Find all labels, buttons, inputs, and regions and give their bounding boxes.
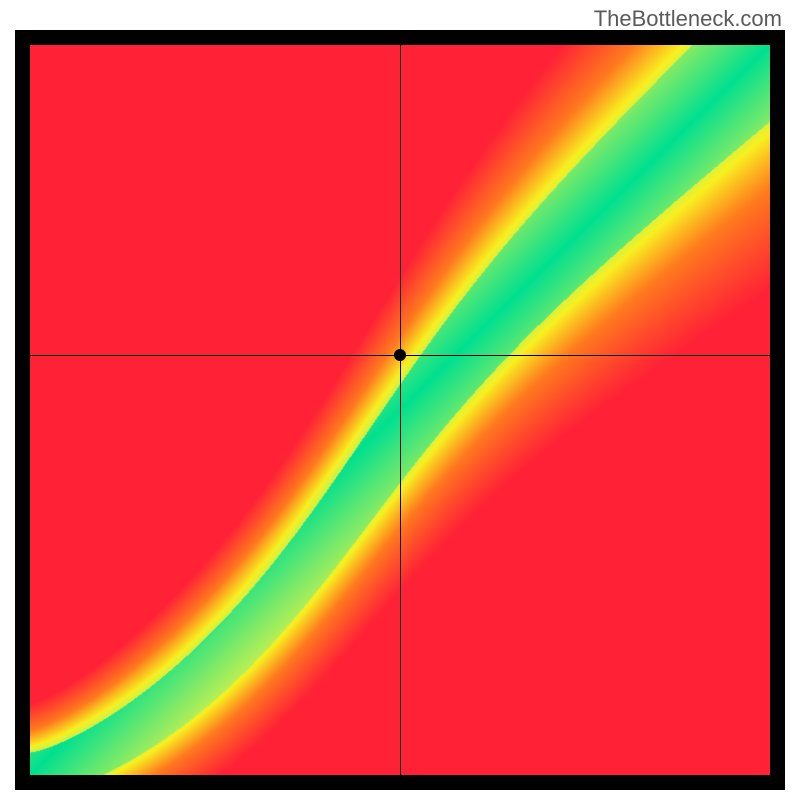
chart-frame [15, 30, 785, 790]
marker-dot [394, 349, 406, 361]
crosshair-vertical [400, 45, 401, 775]
plot-area [30, 45, 770, 775]
chart-container: TheBottleneck.com [0, 0, 800, 800]
watermark-text: TheBottleneck.com [594, 6, 782, 32]
